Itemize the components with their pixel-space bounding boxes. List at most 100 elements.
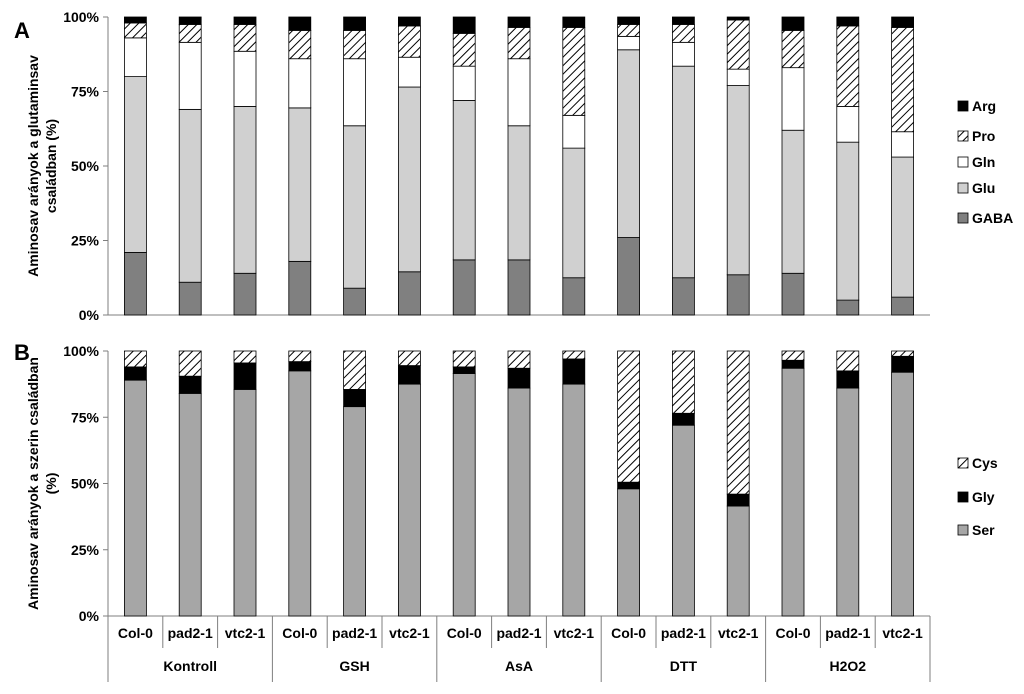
y-axis-title-line: családban (%) bbox=[43, 119, 59, 213]
bar-segment-ser bbox=[836, 387, 860, 617]
bar-segment-gly bbox=[891, 355, 914, 373]
bar-segment-cys bbox=[562, 350, 586, 360]
bar-segment-gaba bbox=[891, 296, 914, 316]
bar-segment-cys bbox=[397, 350, 421, 366]
bar-segment-gly bbox=[781, 359, 805, 369]
bar-segment-gly bbox=[178, 375, 202, 394]
category-label: vtc2-1 bbox=[882, 625, 923, 641]
category-label: pad2-1 bbox=[332, 625, 377, 641]
group-label: GSH bbox=[339, 658, 369, 674]
bar-segment-cys bbox=[288, 350, 312, 363]
bar-segment-cys bbox=[672, 350, 695, 414]
bar-segment-gly bbox=[672, 412, 695, 426]
y-tick-label: 75% bbox=[71, 84, 100, 100]
bar-segment-pro bbox=[288, 30, 312, 60]
category-label: pad2-1 bbox=[168, 625, 213, 641]
bar-segment-arg bbox=[726, 16, 750, 21]
category-label: vtc2-1 bbox=[389, 625, 430, 641]
category-label: pad2-1 bbox=[496, 625, 541, 641]
bar-segment-glu bbox=[726, 85, 750, 276]
bar-segment-arg bbox=[836, 16, 860, 27]
bar-segment-pro bbox=[562, 27, 586, 116]
legend-swatch-gly bbox=[957, 491, 969, 503]
bar-segment-glu bbox=[343, 125, 367, 289]
bar-segment-gaba bbox=[178, 281, 202, 316]
bar-segment-gln bbox=[836, 106, 860, 143]
panel-letter: B bbox=[14, 340, 30, 365]
bar-segment-cys bbox=[781, 350, 805, 361]
bar-segment-gly bbox=[726, 493, 750, 507]
bar-segment-arg bbox=[343, 16, 367, 31]
legend-swatch-ser bbox=[957, 524, 969, 536]
bar-segment-ser bbox=[562, 383, 586, 617]
bar-segment-pro bbox=[397, 25, 421, 58]
category-label: Col-0 bbox=[282, 625, 317, 641]
bar-segment-pro bbox=[836, 25, 860, 107]
bar-segment-ser bbox=[178, 392, 202, 617]
group-label: H2O2 bbox=[830, 658, 867, 674]
bar-segment-glu bbox=[617, 49, 640, 238]
bar-segment-pro bbox=[343, 30, 367, 60]
bar-segment-ser bbox=[672, 424, 695, 617]
panel-letter: A bbox=[14, 18, 30, 43]
bar-segment-cys bbox=[726, 350, 750, 495]
y-tick-label: 25% bbox=[71, 542, 100, 558]
legend-label: Gly bbox=[972, 489, 995, 505]
bar-segment-pro bbox=[891, 27, 914, 133]
category-label: Col-0 bbox=[118, 625, 153, 641]
y-axis-title-line: Aminosav arányok a glutaminsav bbox=[25, 55, 41, 277]
category-label: pad2-1 bbox=[661, 625, 706, 641]
bar-segment-pro bbox=[233, 24, 257, 52]
bar-segment-pro bbox=[672, 24, 695, 43]
bar-segment-gln bbox=[452, 65, 476, 101]
bar-segment-arg bbox=[178, 16, 202, 25]
bar-segment-cys bbox=[836, 350, 860, 372]
bar-segment-glu bbox=[397, 86, 421, 273]
y-axis-title-line: Aminosav arányok a szerin családban bbox=[25, 357, 41, 610]
category-label: Col-0 bbox=[611, 625, 646, 641]
group-label: AsA bbox=[505, 658, 533, 674]
bar-segment-pro bbox=[124, 22, 147, 39]
bar-segment-glu bbox=[233, 106, 257, 274]
legend-label: Gln bbox=[972, 154, 995, 170]
category-label: vtc2-1 bbox=[554, 625, 595, 641]
bar-segment-gln bbox=[288, 58, 312, 109]
bar-segment-arg bbox=[617, 16, 640, 25]
bar-segment-gaba bbox=[288, 260, 312, 316]
bar-segment-gln bbox=[124, 37, 147, 78]
bar-segment-glu bbox=[507, 125, 531, 261]
y-axis-title: Aminosav arányok a szerin családban (%) bbox=[25, 357, 59, 610]
bar-segment-pro bbox=[617, 24, 640, 37]
bar-segment-arg bbox=[288, 16, 312, 31]
bar-segment-cys bbox=[507, 350, 531, 369]
bar-segment-gly bbox=[507, 367, 531, 389]
bar-segment-glu bbox=[452, 100, 476, 261]
bar-segment-gaba bbox=[836, 299, 860, 316]
bar-segment-ser bbox=[288, 370, 312, 617]
bar-segment-cys bbox=[178, 350, 202, 377]
bar-segment-ser bbox=[617, 488, 640, 617]
bar-segment-arg bbox=[781, 16, 805, 31]
y-tick-label: 25% bbox=[71, 233, 100, 249]
bar-segment-gaba bbox=[507, 259, 531, 316]
y-tick-label: 50% bbox=[71, 158, 100, 174]
legend-label: Pro bbox=[972, 128, 995, 144]
bar-segment-gly bbox=[452, 366, 476, 374]
bar-segment-glu bbox=[781, 129, 805, 274]
bar-segment-ser bbox=[726, 505, 750, 617]
bar-segment-gaba bbox=[124, 252, 147, 316]
bar-segment-pro bbox=[781, 30, 805, 69]
legend-swatch-glu bbox=[957, 182, 969, 194]
category-label: pad2-1 bbox=[825, 625, 870, 641]
bar-segment-glu bbox=[288, 107, 312, 262]
category-label: vtc2-1 bbox=[718, 625, 759, 641]
bar-segment-cys bbox=[233, 350, 257, 364]
category-label: vtc2-1 bbox=[225, 625, 266, 641]
bar-segment-pro bbox=[452, 32, 476, 67]
bar-segment-arg bbox=[124, 16, 147, 24]
bar-segment-cys bbox=[891, 350, 914, 357]
bar-segment-ser bbox=[124, 379, 147, 617]
bar-segment-cys bbox=[452, 350, 476, 368]
